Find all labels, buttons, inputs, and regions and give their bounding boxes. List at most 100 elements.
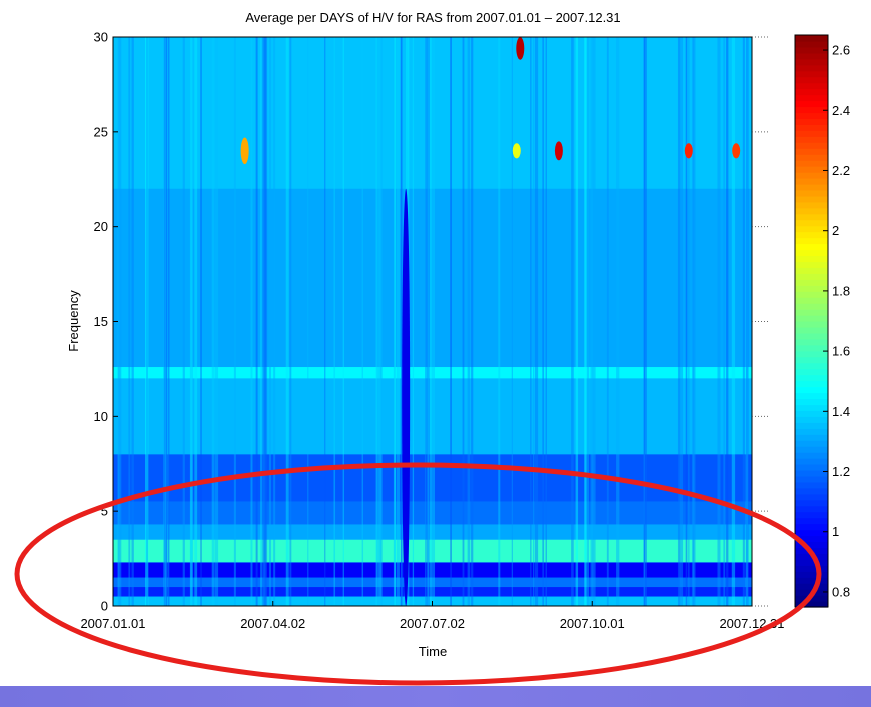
frequency-band [113,524,752,540]
colorbar-segment [795,291,828,298]
texture-streak [584,37,586,606]
colorbar-segment [795,88,828,96]
texture-streak [590,37,594,606]
texture-streak [586,37,589,606]
colorbar-segment [795,237,828,245]
texture-streak [498,37,501,606]
texture-streak [146,37,148,606]
colorbar-segment [795,46,828,54]
colorbar-segment [795,577,828,584]
colorbar-segment [795,464,828,471]
colorbar-tick-label: 2.6 [832,43,850,58]
frequency-band [113,539,752,563]
texture-streak [324,37,326,606]
colorbar-segment [795,422,828,429]
texture-streak [731,37,736,606]
texture-streak [261,37,265,606]
vertical-streaks [117,37,749,606]
colorbar-segment [795,219,828,227]
colorbar-segment [795,446,828,453]
colorbar-segment [795,273,828,280]
texture-streak [393,37,396,606]
colorbar-segment [795,261,828,268]
colorbar-segment [795,338,828,346]
colorbar-segment [795,231,828,239]
texture-streak [189,37,194,606]
colorbar-tick-label: 0.8 [832,584,850,599]
texture-streak [255,37,258,606]
colorbar-segment [795,309,828,316]
right-dotted-ticks [752,36,770,607]
colorbar-segment [795,100,828,108]
colorbar-tick-label: 1.2 [832,464,850,479]
texture-streak [745,37,749,606]
texture-streak [585,37,587,606]
colorbar-segment [795,201,828,209]
texture-streak [163,37,167,606]
colorbar-segment [795,350,828,358]
texture-streak [163,37,168,606]
y-tick-label: 25 [94,124,108,139]
colorbar-segment [795,428,828,435]
x-tick-label: 2007.10.01 [560,616,625,631]
texture-streak [677,37,681,606]
colorbar-segment [795,529,828,537]
colorbar-segment [795,82,828,90]
y-tick-label: 5 [101,504,108,519]
y-axis-label: Frequency [66,290,81,352]
frequency-band [113,37,752,189]
texture-streak [431,37,436,606]
colorbar-segment [795,279,828,286]
texture-streak [745,37,749,606]
colorbar-segment [795,142,828,149]
colorbar-segment [795,499,828,507]
colorbar-segment [795,183,828,191]
texture-streak [379,37,383,606]
colorbar-segment [795,255,828,263]
y-tick-label: 15 [94,314,108,329]
colorbar-segment [795,326,828,334]
texture-streak [342,37,344,606]
colorbar-segment [795,404,828,411]
colorbar-segment [795,452,828,459]
colorbar-segment [795,267,828,274]
colorbar-segment [795,64,828,72]
colorbar-segment [795,374,828,382]
texture-streak [425,37,427,606]
x-tick-label: 2007.01.01 [80,616,145,631]
texture-streak [250,37,253,606]
colorbar-segment [795,398,828,406]
colorbar-segment [795,571,828,578]
frequency-band [113,587,752,597]
bottom-bar [0,686,871,707]
colorbar-tick-label: 1.8 [832,283,850,298]
colorbar-tick-label: 1.4 [832,404,850,419]
colorbar-segment [795,392,828,400]
colorbar-segment [795,517,828,525]
colorbar-segment [795,535,828,543]
texture-streak [394,37,397,606]
colorbar-segment [795,207,828,215]
colorbar-segment [795,225,828,233]
texture-streak [361,37,364,606]
colorbar-segment [795,195,828,203]
colorbar-segment [795,94,828,102]
colorbar-segment [795,249,828,257]
colorbar-segment [795,368,828,376]
colorbar-segment [795,332,828,340]
colorbar-segment [795,458,828,465]
colorbar-segment [795,434,828,441]
colorbar-segment [795,166,828,173]
colorbar-segment [795,416,828,423]
colorbar-segment [795,70,828,78]
texture-streak [268,37,272,606]
texture-streak [263,37,266,606]
texture-streak [211,37,215,606]
texture-streak [165,37,168,606]
colorbar-segment [795,487,828,495]
texture-streak [307,37,309,606]
texture-streak [688,37,690,606]
colorbar-segment [795,52,828,60]
texture-streak [214,37,219,606]
texture-streak [289,37,292,606]
